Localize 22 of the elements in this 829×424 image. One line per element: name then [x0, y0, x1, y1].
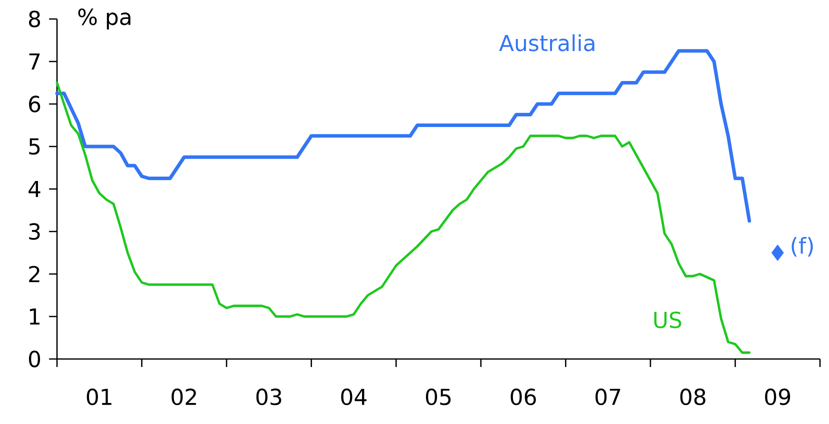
y-tick-label: 7: [29, 53, 40, 70]
x-tick-label: 01: [86, 388, 112, 406]
x-tick-label: 07: [596, 388, 620, 406]
series-label: US: [654, 312, 682, 328]
x-tick-label: 04: [341, 388, 366, 406]
x-tick-label: 05: [426, 388, 451, 406]
y-tick-label: 3: [29, 223, 40, 240]
x-tick-label: 02: [172, 388, 196, 406]
x-tick-label: 09: [765, 388, 790, 406]
annotation: (f): [792, 236, 813, 257]
y-tick-label: 1: [30, 308, 40, 325]
y-tick-label: 2: [29, 266, 40, 282]
x-tick-label: 06: [510, 388, 536, 406]
series-label: Australia: [499, 34, 594, 52]
y-tick-label: 8: [29, 10, 40, 28]
x-tick-label: 08: [680, 388, 706, 406]
y-tick-label: 6: [29, 96, 40, 112]
y-tick-label: 5: [29, 138, 40, 155]
y-axis-title: % pa: [78, 8, 130, 30]
x-tick-label: 03: [256, 388, 282, 406]
y-tick-label: 4: [28, 180, 40, 198]
y-tick-label: 0: [28, 350, 40, 368]
